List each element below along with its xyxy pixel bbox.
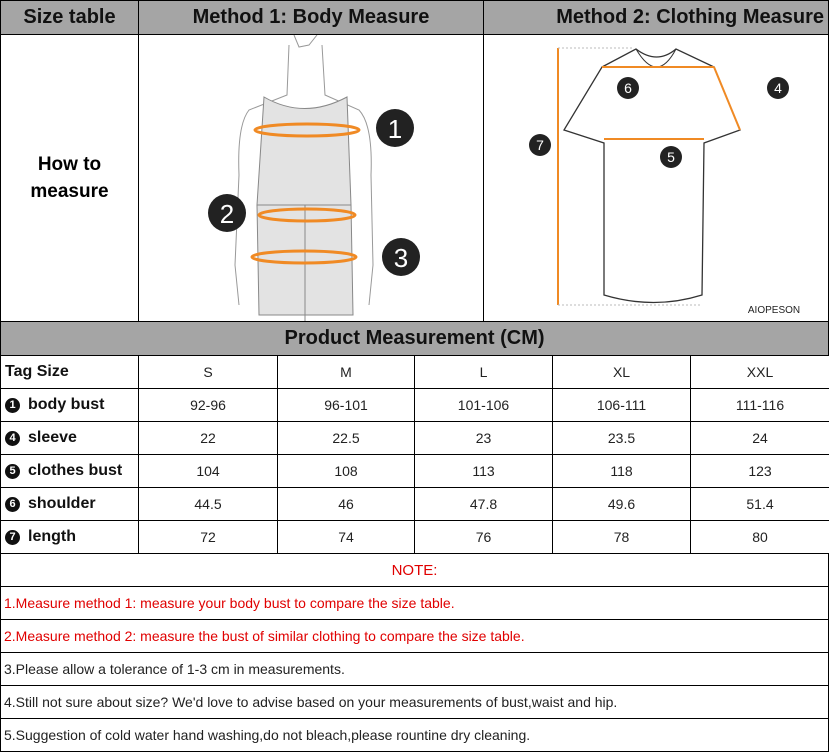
table-cell: 47.8 [414, 487, 553, 521]
brand-logo: AIOPESON [748, 305, 800, 316]
note-item: 4.Still not sure about size? We'd love t… [0, 685, 829, 719]
clothing-measure-illustration: 6 4 5 7 AIOPESON [483, 34, 829, 322]
note-item: 1.Measure method 1: measure your body bu… [0, 586, 829, 620]
note-item: 2.Measure method 2: measure the bust of … [0, 619, 829, 653]
body-measure-illustration: 1 2 3 [138, 34, 484, 322]
row-label-text: body bust [28, 396, 105, 413]
row-label: 7 length [0, 520, 139, 554]
number-badge-icon: 5 [5, 463, 20, 479]
table-cell: 96-101 [277, 388, 415, 422]
table-cell: 123 [690, 454, 829, 488]
method1-header: Method 1: Body Measure [138, 0, 484, 35]
table-cell: 92-96 [138, 388, 278, 422]
row-label: 6 shoulder [0, 487, 139, 521]
number-badge-icon: 4 [5, 430, 20, 446]
number-badge-icon: 6 [5, 496, 20, 512]
marker-6: 6 [624, 80, 632, 96]
note-item: 3.Please allow a tolerance of 1-3 cm in … [0, 652, 829, 686]
table-cell: 108 [277, 454, 415, 488]
row-label: 4 sleeve [0, 421, 139, 455]
marker-3: 3 [394, 243, 408, 273]
marker-5: 5 [667, 149, 675, 165]
marker-1: 1 [388, 114, 402, 144]
size-header: XXL [690, 355, 829, 389]
table-cell: 104 [138, 454, 278, 488]
table-cell: 51.4 [690, 487, 829, 521]
table-cell: 23.5 [552, 421, 691, 455]
table-cell: 22.5 [277, 421, 415, 455]
row-label: 1 body bust [0, 388, 139, 422]
row-label-text: shoulder [28, 495, 96, 512]
number-badge-icon: 1 [5, 397, 20, 413]
marker-2: 2 [220, 199, 234, 229]
table-cell: 46 [277, 487, 415, 521]
table-cell: 111-116 [690, 388, 829, 422]
size-header: XL [552, 355, 691, 389]
note-item: 5.Suggestion of cold water hand washing,… [0, 718, 829, 752]
row-label-text: sleeve [28, 429, 77, 446]
row-label-text: clothes bust [28, 462, 123, 479]
marker-7: 7 [536, 137, 544, 153]
table-cell: 74 [277, 520, 415, 554]
table-cell: 72 [138, 520, 278, 554]
size-header: M [277, 355, 415, 389]
table-cell: 76 [414, 520, 553, 554]
row-label: 5 clothes bust [0, 454, 139, 488]
table-cell: 23 [414, 421, 553, 455]
table-cell: 49.6 [552, 487, 691, 521]
product-measurement-title: Product Measurement (CM) [0, 321, 829, 356]
row-label-text: length [28, 528, 76, 545]
number-badge-icon: 7 [5, 529, 20, 545]
marker-4: 4 [774, 80, 782, 96]
table-cell: 44.5 [138, 487, 278, 521]
table-cell: 78 [552, 520, 691, 554]
table-cell: 24 [690, 421, 829, 455]
size-header: L [414, 355, 553, 389]
table-cell: 22 [138, 421, 278, 455]
table-cell: 118 [552, 454, 691, 488]
size-table-header: Size table [0, 0, 139, 35]
how-to-measure-label: How to measure [0, 34, 139, 322]
table-cell: 101-106 [414, 388, 553, 422]
method2-header: Method 2: Clothing Measure [483, 0, 829, 35]
tag-size-label: Tag Size [0, 355, 139, 389]
table-cell: 106-111 [552, 388, 691, 422]
table-cell: 113 [414, 454, 553, 488]
size-header: S [138, 355, 278, 389]
table-cell: 80 [690, 520, 829, 554]
note-title: NOTE: [0, 553, 829, 587]
